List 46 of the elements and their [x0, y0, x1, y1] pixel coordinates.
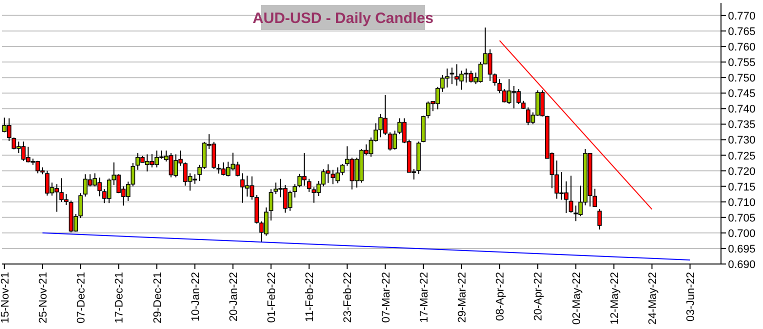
y-tick-label: 0.765 — [728, 26, 756, 38]
x-tick-label: 01-Feb-22 — [266, 272, 278, 323]
y-tick-label: 0.715 — [728, 181, 756, 194]
text: AUD-USD - Daily Candles — [252, 10, 434, 27]
candlestick — [292, 184, 298, 198]
y-tick-label: 0.750 — [728, 72, 756, 85]
y-tick-label: 0.705 — [728, 212, 756, 224]
x-tick-label: 10-Jan-22 — [190, 272, 202, 322]
candlestick — [492, 73, 498, 86]
y-tick-label: 0.725 — [728, 150, 756, 162]
x-tick-label: 23-Feb-22 — [342, 272, 354, 323]
y-tick-label: 0.760 — [728, 42, 756, 54]
candlestick — [450, 67, 454, 85]
candlestick — [592, 188, 598, 208]
candlestick — [306, 178, 312, 192]
x-tick-label: 02-May-22 — [570, 272, 583, 325]
x-tick-label: 07-Dec-21 — [76, 272, 88, 324]
y-tick-label: 0.735 — [728, 119, 756, 132]
candlestick — [78, 192, 83, 219]
x-tick-label: 20-Jan-22 — [228, 272, 240, 322]
candlestick — [268, 188, 274, 221]
y-tick-label: 0.740 — [728, 104, 756, 116]
x-tick-label: 11-Feb-22 — [304, 272, 316, 322]
x-tick-label: 07-Mar-22 — [380, 272, 392, 323]
y-tick-label: 0.745 — [728, 88, 756, 100]
x-tick-label: 24-May-22 — [646, 272, 659, 325]
x-tick-label: 08-Apr-22 — [494, 272, 507, 321]
x-tick-label: 25-Nov-21 — [37, 272, 50, 324]
x-tick-label: 20-Apr-22 — [532, 272, 545, 321]
y-tick-label: 0.710 — [728, 196, 756, 209]
candlestick — [568, 175, 574, 214]
x-tick-label: 29-Dec-21 — [152, 272, 164, 324]
x-tick-label: 15-Nov-21 — [0, 272, 12, 324]
y-tick-label: 0.700 — [728, 228, 756, 240]
candlestick — [597, 208, 602, 230]
x-tick-label: 17-Dec-21 — [114, 272, 126, 324]
y-tick-label: 0.690 — [728, 259, 756, 271]
y-tick-label: 0.730 — [728, 134, 756, 147]
x-tick-label: 17-Mar-22 — [418, 272, 430, 323]
y-tick-label: 0.695 — [728, 243, 756, 256]
x-tick-label: 29-Mar-22 — [456, 272, 468, 323]
y-tick-label: 0.755 — [728, 57, 756, 70]
y-tick-label: 0.770 — [728, 10, 756, 22]
x-tick-label: 03-Jun-22 — [685, 272, 698, 322]
y-tick-label: 0.720 — [728, 166, 756, 178]
x-tick-label: 12-May-22 — [608, 272, 621, 325]
